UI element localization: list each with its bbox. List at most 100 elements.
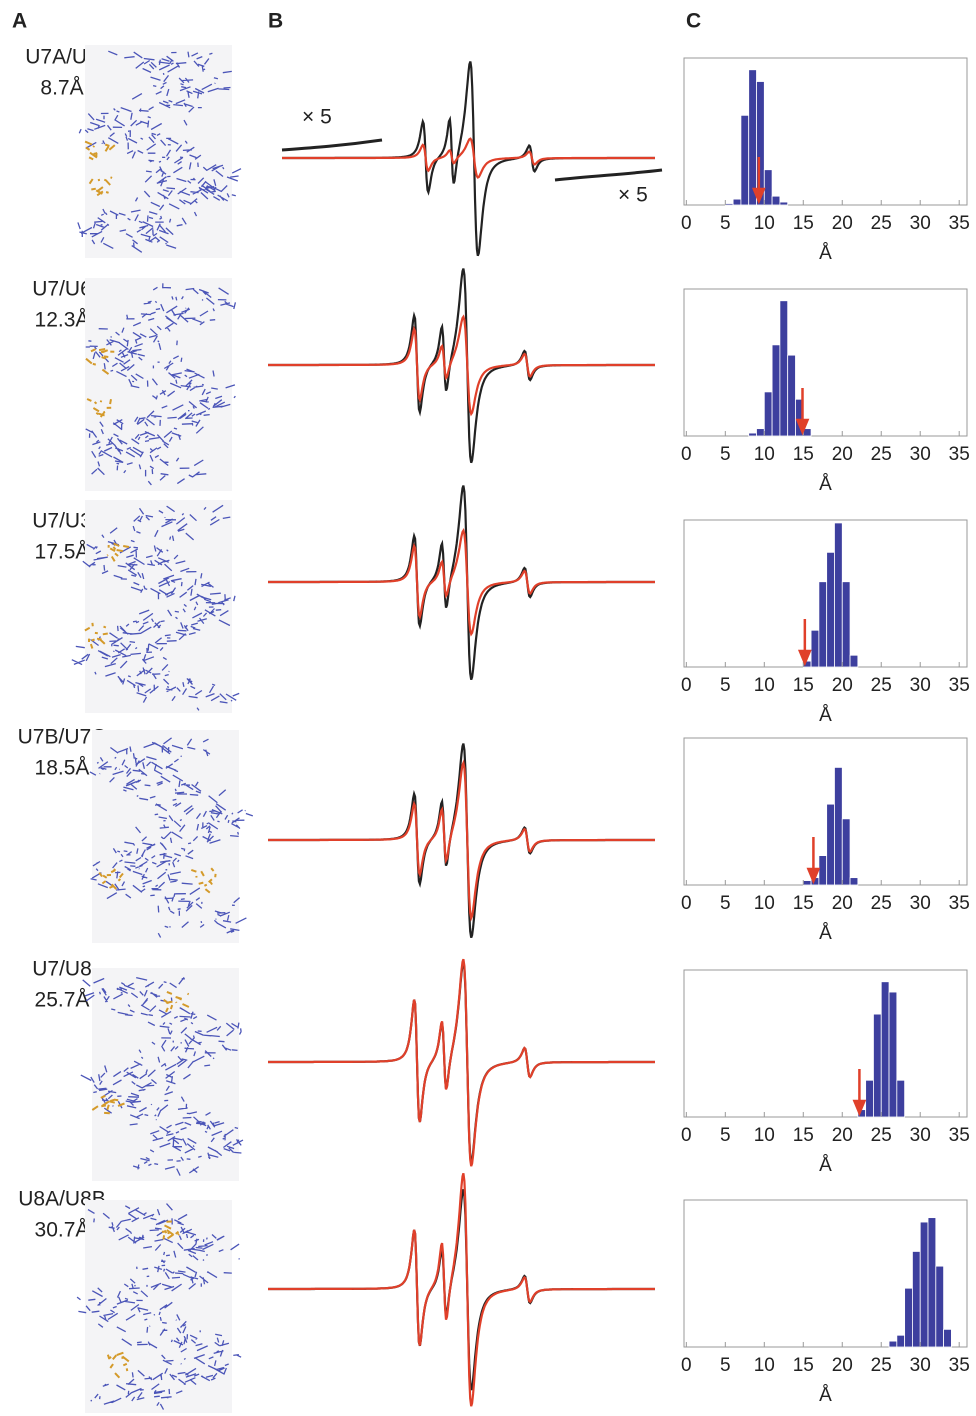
histogram-bar [897,1335,905,1347]
molecule-structure [77,1200,241,1413]
x-tick-label: 15 [793,1125,814,1146]
x-tick-label: 35 [949,1355,970,1376]
x-tick-label: 30 [910,213,931,234]
x-tick-label: 0 [681,1125,692,1146]
x-tick-label: 20 [832,675,853,696]
spectrum-simulated [268,959,655,1166]
x-tick-label: 15 [793,213,814,234]
x-tick-label: 35 [949,675,970,696]
spectrum-wing-scaled [555,170,662,180]
x-tick-label: 20 [832,893,853,914]
x-tick-label: 0 [681,893,692,914]
histogram-frame [684,970,967,1117]
molecule-structure [85,278,235,491]
panel-label: B [268,10,283,33]
x-axis-label: Å [819,1385,832,1406]
spectrum-wing-scaled [282,140,382,150]
x-tick-label: 35 [949,213,970,234]
histogram-bar [725,204,733,205]
histogram-bar [842,819,850,885]
histogram-bar [850,655,858,667]
histogram-bar [772,345,780,436]
x-tick-label: 5 [720,893,731,914]
panel-label: C [686,10,701,33]
histogram-bar [780,202,788,205]
distance-arrow [854,1069,864,1113]
x-tick-label: 15 [793,675,814,696]
x-tick-label: 10 [754,1125,775,1146]
x-tick-label: 15 [793,893,814,914]
histogram-frame [684,58,967,205]
histogram-frame [684,289,967,436]
x-tick-label: 10 [754,1355,775,1376]
x-axis-label: Å [819,1155,832,1176]
histogram-bar [749,70,757,205]
histogram-bar [788,355,796,436]
histogram-bar [803,881,811,885]
histogram-bar [827,804,835,885]
molecule-structure [90,730,253,943]
molecule-structure [81,968,243,1181]
x-tick-label: 5 [720,213,731,234]
x-tick-label: 35 [949,1125,970,1146]
histogram-bar [749,433,757,436]
x-tick-label: 30 [910,1125,931,1146]
histogram-bar [881,982,889,1117]
sample-distance: 18.5Å [35,757,90,780]
sample-distance: 12.3Å [35,309,90,332]
x-tick-label: 30 [910,675,931,696]
distance-arrow [808,837,818,881]
molecule-structure [72,500,239,713]
x-tick-label: 5 [720,675,731,696]
structure-background [85,278,232,491]
histogram-bar [897,1080,905,1117]
x-tick-label: 10 [754,675,775,696]
x-tick-label: 10 [754,444,775,465]
x-tick-label: 0 [681,675,692,696]
scale-label: × 5 [618,184,648,207]
x-tick-label: 35 [949,893,970,914]
histogram-bar [842,582,850,667]
x-tick-label: 5 [720,444,731,465]
spectrum-simulated [268,317,655,414]
sample-name: U7/U8 [32,958,92,981]
x-axis-label: Å [819,923,832,944]
histogram-bar [850,878,858,885]
x-tick-label: 20 [832,444,853,465]
spectrum-simulated [268,763,655,918]
histogram-bar [936,1266,944,1347]
x-tick-label: 20 [832,213,853,234]
histogram-bar [764,392,772,436]
x-tick-label: 15 [793,444,814,465]
histogram-bar [733,199,741,205]
x-axis-label: Å [819,705,832,726]
x-tick-label: 0 [681,213,692,234]
distance-arrow [800,619,810,663]
histogram-bar [905,1288,913,1347]
x-axis-label: Å [819,474,832,495]
x-tick-label: 30 [910,444,931,465]
x-tick-label: 20 [832,1355,853,1376]
histogram-bar [757,429,765,436]
scale-label: × 5 [302,106,332,129]
histogram-bar [819,856,827,885]
figure: A B C U7A/U58.7Å× 5× 5U7/U612.3ÅU7/U317.… [0,0,976,1416]
x-axis-label: Å [819,243,832,264]
x-tick-label: 10 [754,893,775,914]
x-tick-label: 0 [681,1355,692,1376]
molecule-structure [78,45,241,258]
histogram-bar [819,582,827,667]
x-tick-label: 25 [871,444,892,465]
histogram-bar [827,552,835,667]
spectrum-simulated [268,531,655,635]
sample-name: U7/U6 [32,278,92,301]
x-tick-label: 30 [910,893,931,914]
histogram-bar [912,1251,920,1347]
x-tick-label: 30 [910,1355,931,1376]
histogram-bar [866,1080,874,1117]
histogram-bar [811,630,819,667]
x-tick-label: 5 [720,1125,731,1146]
histogram-bar [944,1329,952,1347]
histogram-bar [741,115,749,205]
x-tick-label: 20 [832,1125,853,1146]
